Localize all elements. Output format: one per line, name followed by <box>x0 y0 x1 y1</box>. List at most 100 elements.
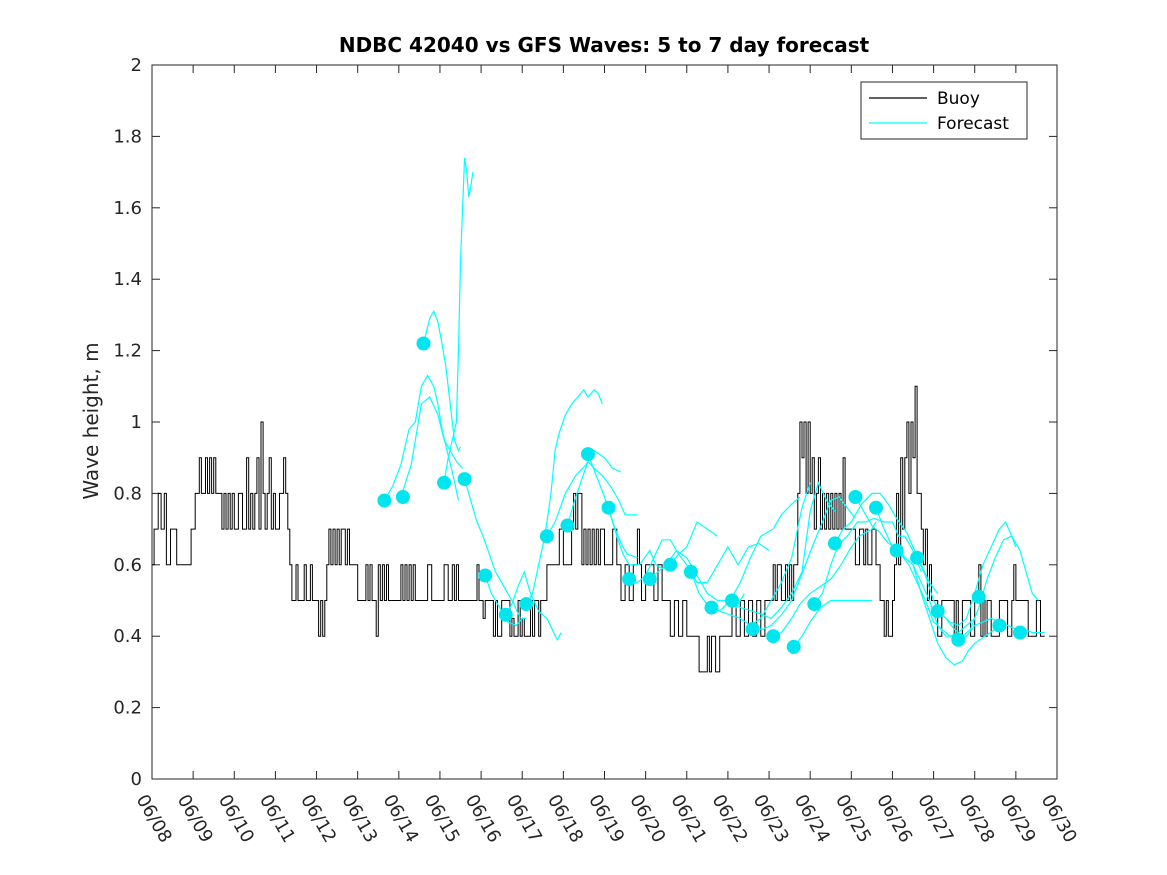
chart-title: NDBC 42040 vs GFS Waves: 5 to 7 day fore… <box>339 33 870 57</box>
forecast-marker <box>437 475 452 490</box>
x-tick-label: 06/29 <box>996 791 1040 846</box>
forecast-marker <box>992 618 1007 633</box>
x-tick-label: 06/18 <box>543 791 587 846</box>
y-tick-label: 1.8 <box>113 126 142 147</box>
forecast-marker <box>745 622 760 637</box>
x-tick-label: 06/15 <box>420 791 464 846</box>
x-tick-label: 06/16 <box>461 791 505 846</box>
forecast-marker <box>539 529 554 544</box>
forecast-series-line <box>896 550 996 666</box>
forecast-series-line <box>566 460 638 526</box>
x-tick-label: 06/28 <box>954 791 998 846</box>
forecast-series-line <box>793 599 872 648</box>
forecast-series-line <box>546 449 622 537</box>
forecast-marker <box>663 557 678 572</box>
x-tick-label: 06/25 <box>831 791 875 846</box>
forecast-marker <box>725 593 739 608</box>
x-tick-label: 06/20 <box>625 791 669 846</box>
y-tick-label: 1.4 <box>113 269 142 290</box>
x-tick-label: 06/12 <box>296 791 340 846</box>
buoy-series-line <box>152 385 1045 673</box>
forecast-series-line <box>443 157 474 483</box>
forecast-marker <box>930 604 945 619</box>
forecast-marker <box>601 500 616 515</box>
forecast-marker <box>683 564 698 579</box>
x-tick-label: 06/21 <box>666 791 710 846</box>
x-tick-label: 06/17 <box>502 791 546 846</box>
forecast-series-line <box>669 542 770 584</box>
forecast-series-line <box>484 575 527 627</box>
forecast-series-line <box>464 478 521 619</box>
legend-label: Forecast <box>937 114 1009 134</box>
forecast-marker <box>766 629 781 644</box>
forecast-marker <box>889 543 904 558</box>
y-tick-label: 0.6 <box>113 555 142 576</box>
forecast-marker <box>416 336 431 351</box>
y-tick-label: 1.6 <box>113 198 142 219</box>
forecast-series-line <box>711 482 811 627</box>
x-tick-label: 06/23 <box>749 791 793 846</box>
forecast-series-line <box>731 480 836 620</box>
forecast-marker <box>519 597 534 612</box>
forecast-marker <box>807 597 822 612</box>
y-tick-label: 0 <box>131 769 142 790</box>
forecast-marker <box>498 607 513 622</box>
y-axis-label: Wave height, m <box>79 342 103 499</box>
forecast-series-line <box>772 521 877 637</box>
forecast-marker <box>910 550 925 565</box>
axes-box <box>151 64 1058 780</box>
legend-label: Buoy <box>937 89 980 109</box>
legend: Buoy Forecast <box>860 81 1028 140</box>
forecast-series-line <box>505 570 562 642</box>
x-tick-label: 06/22 <box>708 791 752 846</box>
forecast-marker <box>560 518 575 533</box>
forecast-marker <box>827 536 842 551</box>
x-tick-label: 06/11 <box>255 791 299 846</box>
forecast-series-line <box>916 520 1017 627</box>
y-tick-label: 1.2 <box>113 341 142 362</box>
plot-area: 00.20.40.60.811.21.41.61.8206/0806/0906/… <box>113 55 1080 846</box>
x-tick-label: 06/08 <box>132 791 176 846</box>
legend-box <box>860 81 1028 140</box>
y-tick-label: 1 <box>131 412 142 433</box>
forecast-series-line <box>834 492 939 594</box>
forecast-marker <box>377 493 392 508</box>
forecast-marker <box>581 447 595 462</box>
forecast-marker <box>869 500 883 515</box>
forecast-series-line <box>875 507 976 637</box>
y-tick-label: 0.2 <box>113 698 142 719</box>
y-tick-label: 0.4 <box>113 626 142 647</box>
x-tick-label: 06/14 <box>378 791 422 846</box>
forecast-series-line <box>400 396 464 498</box>
forecast-marker <box>642 572 657 587</box>
x-tick-label: 06/24 <box>790 791 834 846</box>
x-tick-label: 06/27 <box>913 791 957 846</box>
forecast-series-line <box>383 374 460 501</box>
forecast-marker <box>848 490 863 504</box>
forecast-series-line <box>752 496 856 630</box>
x-tick-label: 06/10 <box>214 791 258 846</box>
x-tick-label: 06/26 <box>872 791 916 846</box>
forecast-series-line <box>422 309 462 453</box>
forecast-series-line <box>937 535 1039 637</box>
forecast-marker <box>704 600 719 615</box>
x-tick-label: 06/13 <box>337 791 381 846</box>
y-tick-label: 2 <box>131 55 142 76</box>
forecast-marker <box>951 632 966 647</box>
forecast-marker <box>457 472 472 487</box>
x-tick-label: 06/19 <box>584 791 628 846</box>
forecast-series-line <box>608 507 669 570</box>
forecast-marker <box>622 572 637 587</box>
forecast-marker <box>478 568 493 583</box>
y-tick-label: 0.8 <box>113 483 142 504</box>
forecast-series-line <box>813 517 922 605</box>
forecast-marker <box>786 639 801 654</box>
forecast-marker <box>971 589 986 604</box>
forecast-marker <box>395 490 410 504</box>
x-tick-label: 06/09 <box>173 791 217 846</box>
x-tick-label: 06/30 <box>1037 791 1081 846</box>
forecast-series-line <box>628 521 718 584</box>
forecast-marker <box>1013 625 1027 640</box>
forecast-series-line <box>525 388 603 605</box>
